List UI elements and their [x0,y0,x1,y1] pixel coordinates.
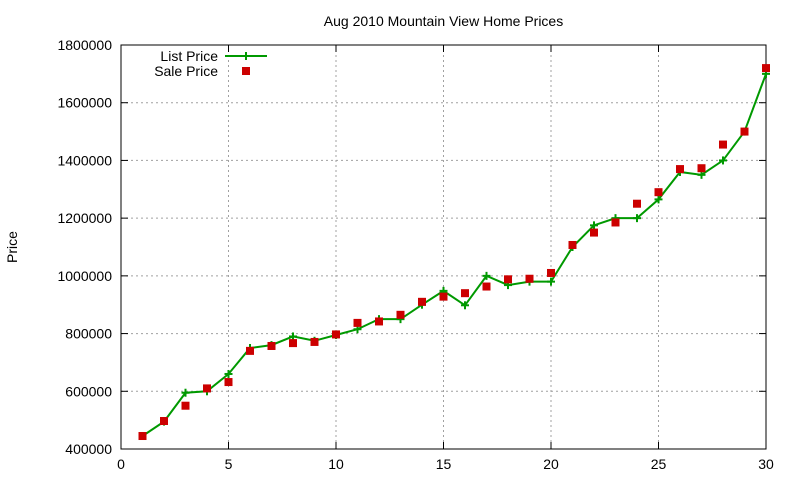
sale-price-point [224,378,233,387]
series [138,64,770,441]
sale-price-point [611,218,620,227]
sale-price-point [138,432,147,441]
x-tick-label: 0 [117,456,125,472]
sale-price-point [353,318,362,327]
sale-price-point [160,417,168,426]
sale-price-point [676,165,684,174]
sale-price-point [289,339,297,348]
x-tick-label: 20 [543,456,559,472]
sale-price-point [418,297,426,306]
y-tick-label: 1600000 [57,95,112,111]
y-tick-label: 600000 [65,383,112,399]
sale-price-point [461,289,469,298]
sale-price-point [590,228,598,237]
list-price-point [654,195,663,204]
sale-price-point [525,274,534,283]
y-tick-label: 1000000 [57,268,112,284]
sale-price-point [332,330,340,339]
y-tick-label: 800000 [65,326,112,342]
list-price-point [590,221,598,230]
legend: List Price Sale Price [154,48,267,79]
legend-label-list-price: List Price [160,48,218,64]
y-tick-label: 1200000 [57,210,112,226]
sale-price-point [568,240,577,249]
sale-price-point [482,282,491,291]
list-price-line [141,73,767,437]
sale-price-point [719,140,727,149]
sale-price-point [504,275,512,284]
list-price-point [633,214,641,223]
list-price-point [181,388,190,397]
list-price-point [482,271,491,280]
list-price-point [224,369,233,378]
x-tick-label: 30 [758,456,774,472]
y-axis-label: Price [4,231,20,263]
sale-price-point [203,384,211,393]
x-tick-label: 10 [328,456,344,472]
list-price-point [547,277,555,286]
sale-price-point [633,199,641,208]
sale-price-point [310,337,319,346]
sale-price-point [547,268,555,277]
sale-price-point [396,310,405,319]
legend-label-sale-price: Sale Price [154,63,218,79]
sale-price-point [697,164,706,173]
y-tick-label: 1400000 [57,152,112,168]
sale-price-point [181,401,190,410]
sale-price-point [246,346,254,355]
sale-price-point [375,317,383,326]
sale-price-point [762,64,770,73]
list-price-point [719,156,727,165]
sale-price-point [439,292,448,301]
x-tick-label: 25 [651,456,667,472]
legend-swatch-sale-price [242,67,250,75]
grid [121,45,766,449]
sale-price-point [654,188,663,197]
y-tick-label: 400000 [65,441,112,457]
sale-price-point [267,341,276,350]
list-price-point [461,301,469,310]
x-tick-label: 15 [436,456,452,472]
axis-ticks: 0 5 10 15 20 25 30 400000 600000 800000 1000000 120… [57,37,774,472]
x-tick-label: 5 [225,456,233,472]
sale-price-point [740,127,749,136]
y-tick-label: 1800000 [57,37,112,53]
chart-title: Aug 2010 Mountain View Home Prices [324,13,563,29]
